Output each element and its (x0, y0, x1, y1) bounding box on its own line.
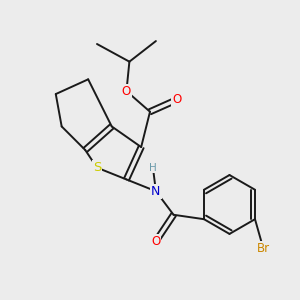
Text: N: N (151, 185, 160, 198)
Text: O: O (122, 85, 131, 98)
Text: O: O (172, 93, 181, 106)
Text: H: H (149, 163, 157, 173)
Text: Br: Br (257, 242, 270, 255)
Text: S: S (93, 161, 101, 174)
Text: O: O (151, 235, 160, 248)
